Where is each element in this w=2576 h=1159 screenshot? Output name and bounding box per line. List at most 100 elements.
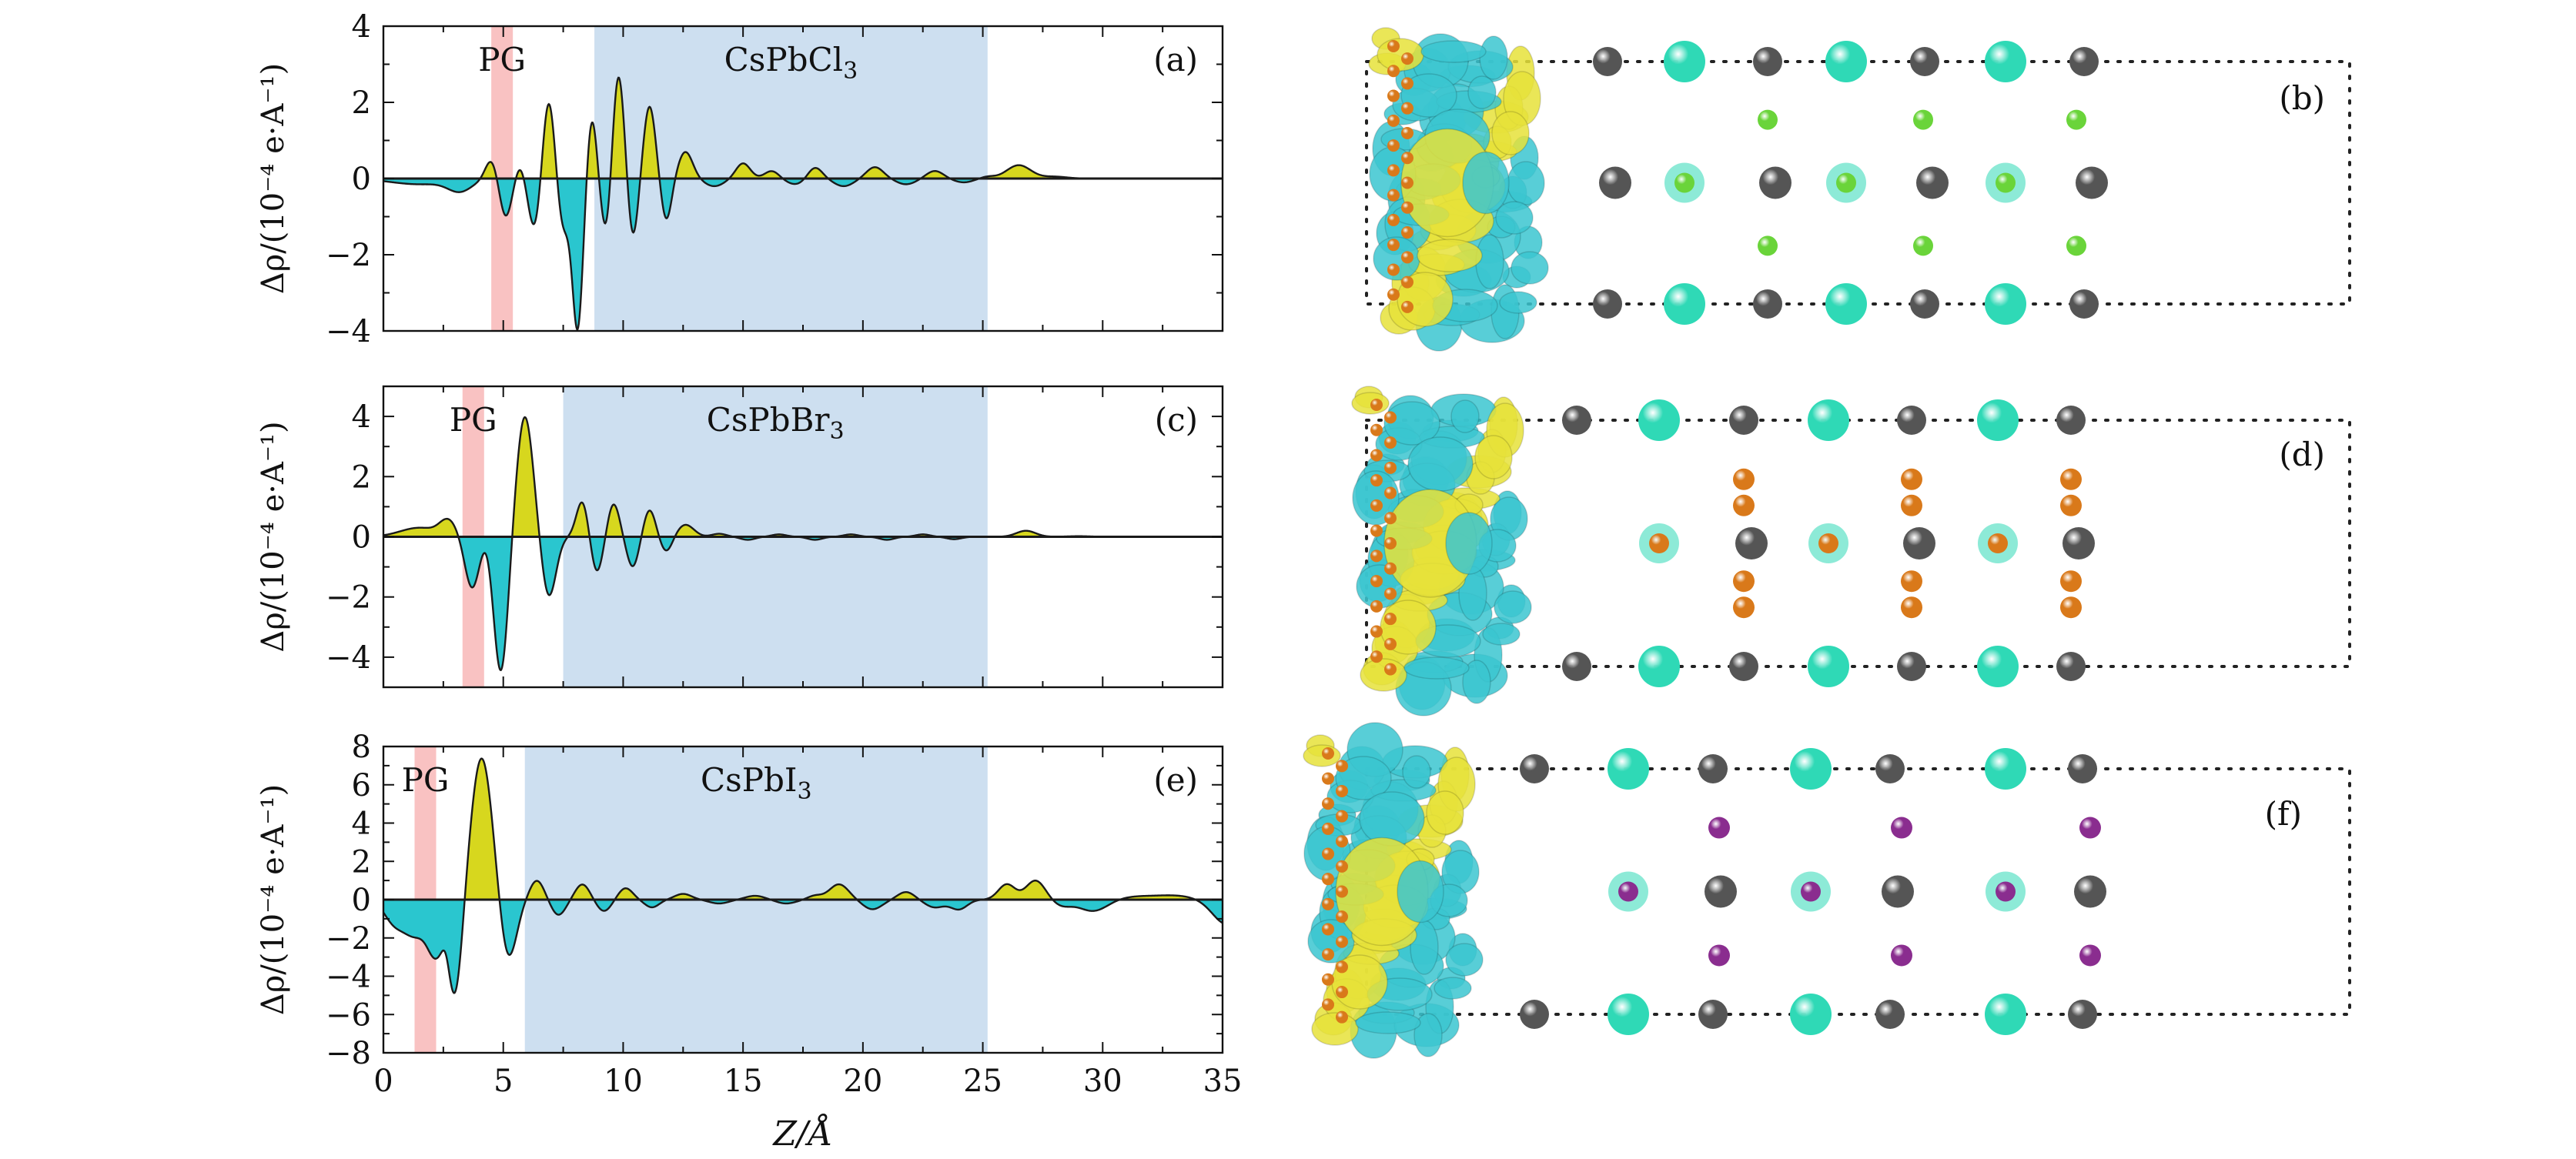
pg-label: PG [478, 41, 526, 78]
organic-atom [1322, 772, 1334, 785]
pb-atom [1916, 166, 1949, 199]
organic-atom [1384, 537, 1397, 549]
halide-atom [2060, 596, 2082, 619]
isosurface-blob [1482, 623, 1521, 646]
panel-label: (a) [1153, 41, 1198, 78]
halide-atom [1901, 570, 1922, 593]
cs-atom [1985, 283, 2026, 325]
organic-atom [1336, 860, 1348, 873]
isosurface-blob [1402, 755, 1431, 789]
cs-atom [1985, 994, 2026, 1035]
pb-atom [1910, 47, 1939, 76]
pb-atom [2076, 166, 2108, 199]
halide-atom [2060, 570, 2082, 593]
isosurface-blob [1311, 1012, 1359, 1046]
halide-atom [1996, 881, 2016, 902]
cs-atom [1985, 41, 2026, 82]
y-axis-label: Δρ/(10⁻⁴ e·A⁻¹) [256, 784, 291, 1015]
cs-atom [1977, 646, 2019, 687]
isosurface-blob [1303, 744, 1341, 767]
pb-atom [2068, 754, 2097, 783]
organic-atom [1384, 512, 1397, 525]
organic-atom [1322, 797, 1334, 810]
organic-atom [1384, 613, 1397, 626]
pb-atom [1897, 652, 1926, 681]
cs-atom [1808, 646, 1849, 687]
pb-atom [1520, 754, 1549, 783]
halide-atom [1891, 944, 1912, 967]
halide-atom [1913, 109, 1933, 130]
halide-atom [1649, 533, 1669, 553]
pb-atom [1875, 1000, 1905, 1029]
material-subscript: 3 [843, 58, 858, 85]
x-axis-label: Z/Å [771, 1113, 832, 1154]
cs-atom [1607, 748, 1649, 790]
isosurface-blob [1491, 111, 1530, 155]
isosurface-blob [1403, 656, 1470, 680]
series-group [383, 416, 1223, 672]
isosurface-blob [1462, 660, 1491, 704]
pb-atom [1698, 1000, 1728, 1029]
halide-atom [1708, 817, 1730, 839]
organic-atom [1387, 89, 1400, 102]
halide-atom [1758, 109, 1778, 130]
x-tick-label: 20 [843, 1064, 882, 1099]
organic-atom [1401, 251, 1413, 264]
pb-atom [1735, 527, 1768, 559]
negative-area [383, 536, 1223, 670]
pb-atom [1729, 652, 1758, 681]
pb-atom [1875, 754, 1905, 783]
halide-atom [2079, 817, 2101, 839]
isosurface-blob [1445, 512, 1493, 575]
pg-label: PG [402, 761, 450, 799]
y-tick-label: 2 [352, 459, 371, 495]
organic-atom [1322, 873, 1334, 886]
isosurface-blob [1479, 35, 1508, 80]
cs-atom [1638, 646, 1680, 687]
isosurface-blob [1420, 40, 1487, 63]
pb-atom [2068, 1000, 2097, 1029]
cs-atom [1790, 748, 1832, 790]
organic-atom [1401, 52, 1413, 65]
material-subscript: 3 [797, 778, 811, 805]
organic-atom [1387, 139, 1400, 152]
positive-area [383, 77, 1223, 179]
x-tick-label: 5 [493, 1064, 513, 1099]
halide-atom [2060, 468, 2082, 490]
organic-atom [1370, 474, 1383, 487]
organic-atom [1336, 810, 1348, 823]
pg-label: PG [450, 401, 497, 439]
material-label: CsPbI3 [701, 761, 812, 805]
pb-atom [1903, 527, 1935, 559]
organic-atom [1387, 189, 1400, 202]
pb-atom [1910, 289, 1939, 319]
density-curve [383, 416, 1223, 672]
organic-atom [1384, 436, 1397, 449]
organic-atom [1401, 226, 1413, 239]
isosurface-blob [1355, 1011, 1421, 1034]
cs-atom [1985, 748, 2026, 790]
interface-isosurfaces [1303, 722, 1484, 1059]
isosurface-blob [1360, 658, 1407, 692]
halide-atom [1618, 881, 1638, 902]
organic-atom [1336, 986, 1348, 999]
y-tick-label: 4 [352, 9, 371, 45]
organic-atom [1322, 897, 1334, 910]
y-axis-label: Δρ/(10⁻⁴ e·A⁻¹) [256, 421, 291, 652]
organic-atom [1384, 637, 1397, 650]
x-tick-label: 35 [1203, 1064, 1243, 1099]
organic-atom [1401, 276, 1413, 289]
halide-atom [2066, 235, 2086, 256]
panel-label: (b) [2279, 79, 2325, 117]
organic-atom [1336, 885, 1348, 898]
isosurface-blob [1400, 73, 1457, 118]
unit-cell-boundary [1365, 419, 2351, 668]
organic-atom [1384, 411, 1397, 424]
structure-panel-d: (d) [1351, 386, 2351, 716]
y-tick-label: 4 [352, 399, 371, 435]
isosurface-blob [1397, 860, 1444, 924]
organic-atom [1384, 663, 1397, 676]
y-tick-label: 0 [352, 162, 371, 197]
